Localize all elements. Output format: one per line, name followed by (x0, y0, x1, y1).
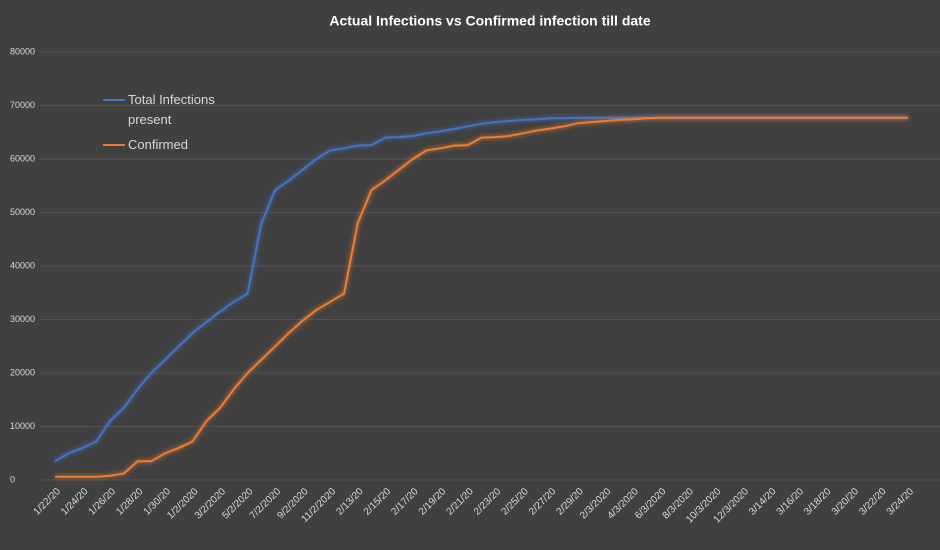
legend-label: Total Infections present (128, 92, 215, 127)
x-tick-label: 3/20/20 (830, 486, 862, 518)
x-tick-label: 2/25/20 (499, 486, 531, 518)
x-tick-label: 1/24/20 (59, 486, 91, 518)
x-tick-label: 2/23/20 (472, 486, 504, 518)
x-tick-label: 2/13/20 (334, 486, 366, 518)
x-tick-label: 2/21/20 (444, 486, 476, 518)
y-tick-label: 30000 (10, 314, 35, 324)
chart-title: Actual Infections vs Confirmed infection… (329, 13, 650, 29)
y-tick-label: 80000 (10, 46, 35, 56)
x-tick-label: 2/17/20 (389, 486, 421, 518)
x-tick-label: 1/28/20 (114, 486, 146, 518)
x-tick-label: 3/24/20 (885, 486, 917, 518)
y-tick-label: 70000 (10, 100, 35, 110)
y-tick-label: 10000 (10, 421, 35, 431)
y-tick-label: 50000 (10, 207, 35, 217)
y-tick-label: 20000 (10, 367, 35, 377)
x-tick-label: 2/15/20 (362, 486, 394, 518)
series-line (55, 116, 909, 478)
y-tick-label: 60000 (10, 153, 35, 163)
x-tick-label: 3/16/20 (775, 486, 807, 518)
x-tick-label: 2/27/20 (527, 486, 559, 518)
x-tick-label: 3/18/20 (802, 486, 834, 518)
series-line (54, 116, 909, 463)
x-tick-label: 3/14/20 (747, 486, 779, 518)
y-tick-label: 40000 (10, 260, 35, 270)
legend-label: Confirmed (128, 137, 188, 152)
x-tick-label: 3/22/20 (857, 486, 889, 518)
x-tick-label: 1/26/20 (87, 486, 119, 518)
y-tick-label: 0 (10, 474, 15, 484)
x-tick-label: 1/22/20 (32, 486, 64, 518)
x-tick-label: 2/19/20 (417, 486, 449, 518)
